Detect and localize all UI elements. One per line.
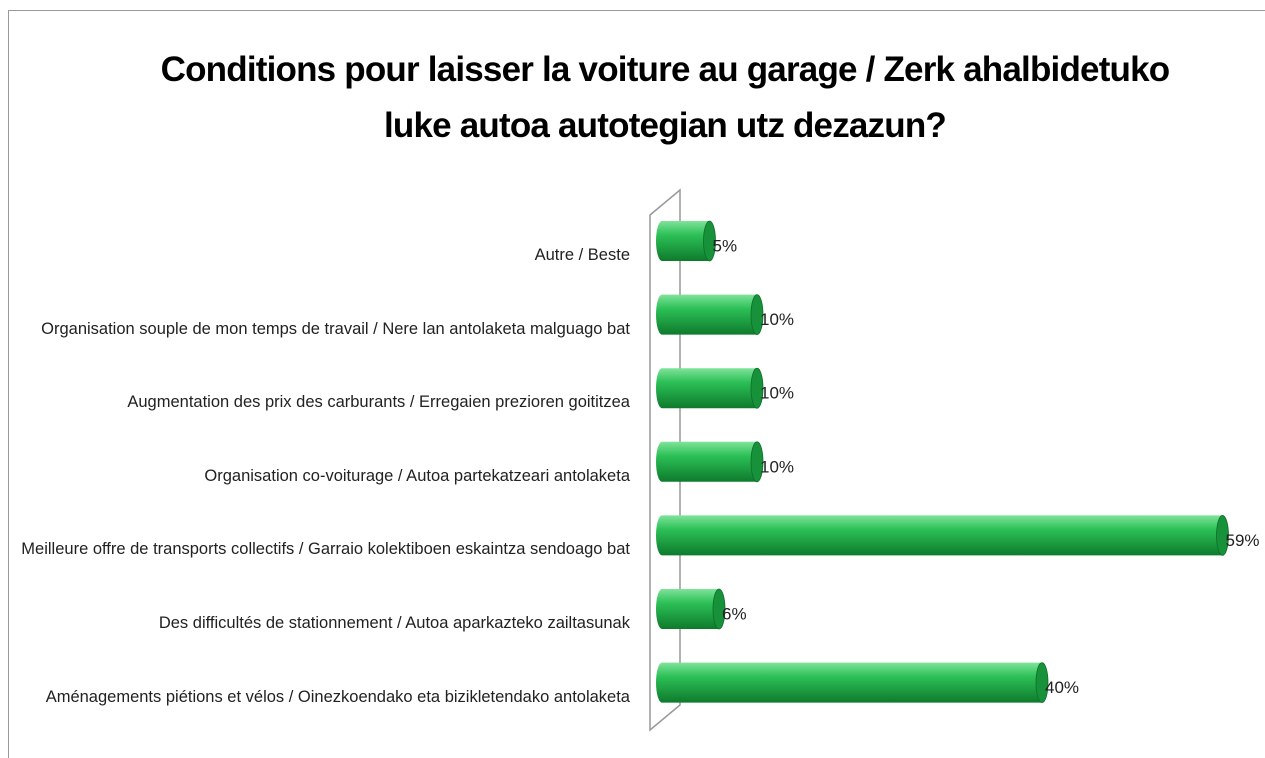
category-label: Meilleure offre de transports collectifs… (21, 540, 630, 559)
bar (656, 662, 1048, 703)
bar (656, 294, 763, 335)
category-label: Aménagements piétions et vélos / Oinezko… (45, 687, 630, 706)
bar-cap (750, 441, 764, 483)
chart-frame (8, 10, 1265, 758)
bar (656, 441, 763, 482)
value-label: 10% (760, 457, 794, 476)
category-label: Augmentation des prix des carburants / E… (127, 393, 630, 412)
bar (656, 589, 725, 629)
bar-cap (1035, 662, 1049, 703)
chart-title: Conditions pour laisser la voiture au ga… (160, 50, 1171, 145)
category-label: Organisation souple de mon temps de trav… (41, 319, 630, 338)
bar (656, 515, 1229, 556)
bar (656, 221, 716, 261)
bar-cap (703, 220, 716, 262)
bar (656, 368, 763, 409)
category-label: Des difficultés de stationnement / Autoa… (158, 614, 630, 632)
value-label: 6% (722, 604, 747, 623)
value-label: 5% (713, 236, 738, 255)
value-label: 10% (760, 384, 794, 403)
category-label: Organisation co-voiturage / Autoa partek… (204, 466, 630, 485)
bar-cap (1216, 515, 1229, 556)
bar-cap (750, 294, 764, 336)
value-label: 59% (1226, 531, 1260, 550)
category-label: Autre / Beste (534, 246, 630, 264)
bar-cap (750, 367, 764, 409)
bar-cap (712, 588, 726, 630)
value-label: 10% (760, 310, 794, 329)
value-label: 40% (1045, 678, 1079, 697)
